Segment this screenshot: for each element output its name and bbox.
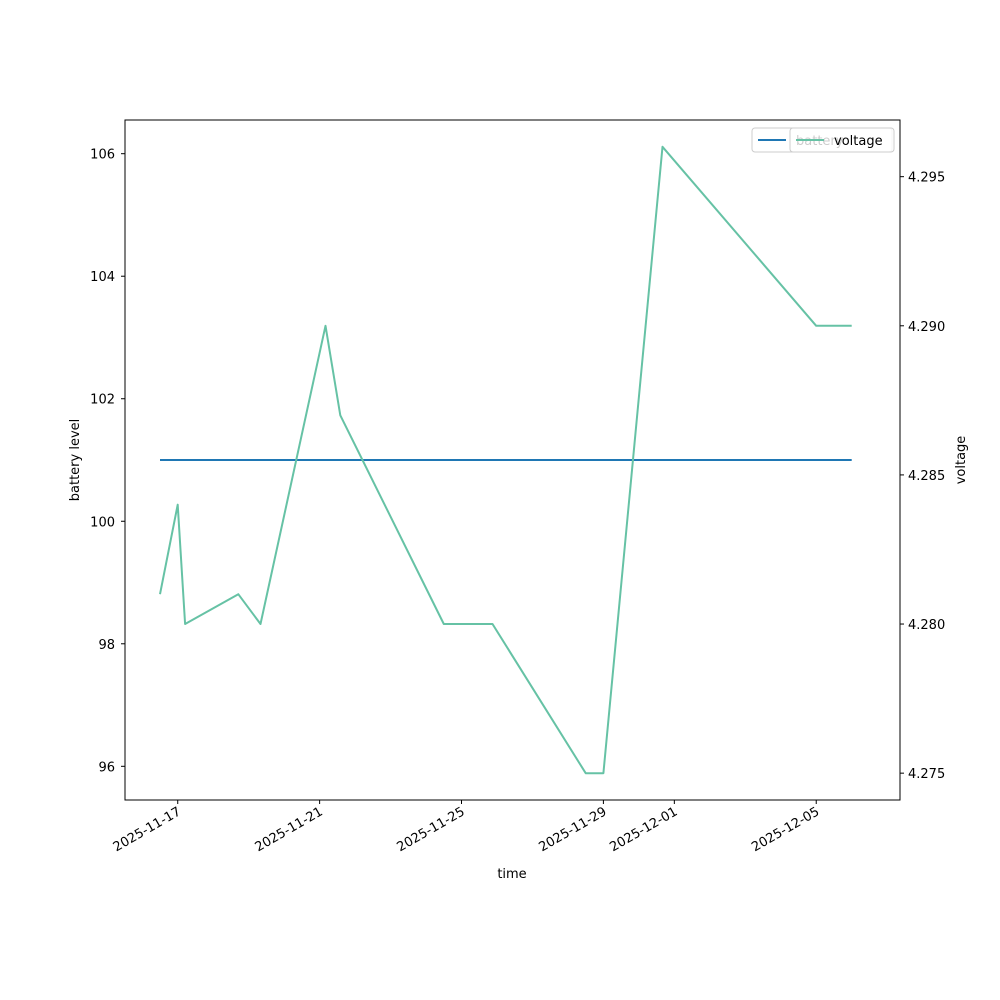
legend-label: voltage — [834, 134, 883, 149]
legend-box — [789, 127, 895, 153]
y-left-tick-label: 96 — [98, 760, 115, 775]
legend-voltage: voltage — [789, 127, 895, 153]
y-right-tick-label: 4.290 — [908, 320, 945, 335]
y-axis-right-label: voltage — [954, 436, 969, 485]
plot-frame — [124, 119, 901, 801]
y-left-tick-label: 106 — [90, 148, 115, 163]
y-left-tick-label: 100 — [90, 515, 115, 530]
y-right-tick-label: 4.295 — [908, 171, 945, 186]
x-axis-label: time — [497, 867, 526, 882]
y-left-tick-label: 98 — [98, 638, 115, 653]
series-line-voltage — [159, 145, 852, 775]
y-right-tick-label: 4.280 — [908, 618, 945, 633]
y-left-tick-label: 102 — [90, 393, 115, 408]
y-axis-left-label: battery level — [68, 419, 83, 502]
y-right-tick-label: 4.275 — [908, 767, 945, 782]
y-right-tick-label: 4.285 — [908, 469, 945, 484]
y-left-tick-label: 104 — [90, 270, 115, 285]
plot-area — [159, 145, 852, 775]
